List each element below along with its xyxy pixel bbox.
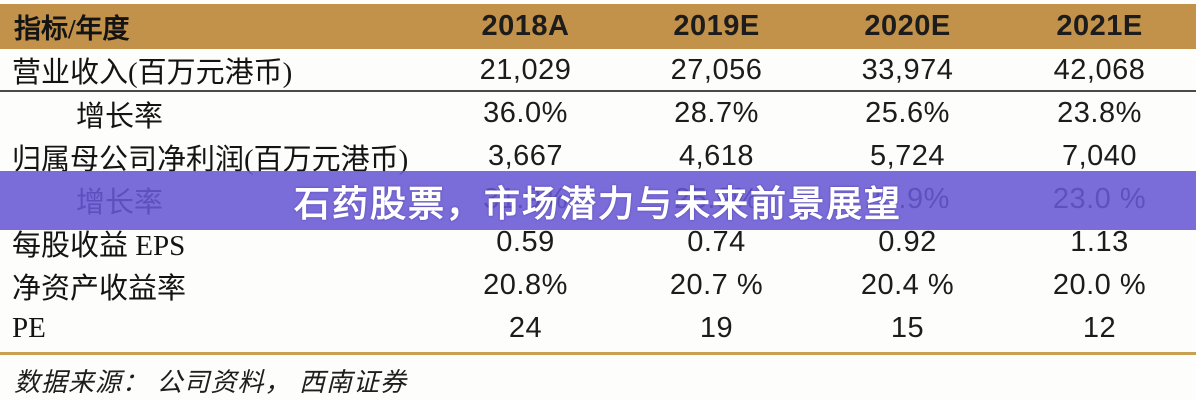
row-label: 净资产收益率 — [12, 272, 187, 305]
table-row-revenue: 营业收入(百万元港币) 21,029 27,056 33,974 42,068 — [0, 49, 1196, 92]
row-label: 营业收入(百万元港币) — [12, 57, 293, 89]
cell-value: 24 — [508, 312, 543, 344]
table-bottom-rule — [0, 352, 1196, 355]
cell-value: 15 — [890, 312, 925, 344]
table-row-net-profit: 归属母公司净利润(百万元港币) 3,667 4,618 5,724 7,040 — [0, 135, 1196, 178]
cell-value: 4,618 — [678, 140, 755, 172]
table-header-row: 指标/年度 2018A 2019E 2020E 2021E — [0, 4, 1196, 49]
cell-value: 21,029 — [479, 53, 572, 86]
cell-value: 0.74 — [687, 226, 746, 258]
data-source-note: 数据来源： 公司资料， 西南证券 — [14, 368, 408, 397]
cell-value: 12 — [1082, 312, 1117, 344]
cell-value: 20.4 % — [860, 269, 955, 301]
header-label-column: 指标/年度 — [14, 14, 130, 44]
table-row-roe: 净资产收益率 20.8% 20.7 % 20.4 % 20.0 % — [0, 264, 1196, 307]
cell-value: 0.59 — [496, 226, 555, 258]
cell-value: 25.6% — [865, 97, 950, 129]
cell-value: 28.7% — [674, 97, 759, 129]
cell-value: 42,068 — [1053, 53, 1146, 86]
headline-title: 石药股票，市场潜力与未来前景展望 — [293, 182, 902, 224]
row-label: 归属母公司净利润(百万元港币) — [12, 143, 409, 176]
header-year-2021e: 2021E — [1056, 10, 1143, 42]
row-label: PE — [12, 312, 46, 344]
header-year-2019e: 2019E — [673, 10, 760, 42]
cell-value: 3,667 — [487, 140, 564, 172]
cell-value: 20.8% — [483, 269, 568, 301]
table-row-pe: PE 24 19 15 12 — [0, 307, 1196, 350]
table-row-revenue-growth: 增长率 36.0% 28.7% 25.6% 23.8% — [0, 92, 1196, 135]
cell-value: 1.13 — [1070, 226, 1129, 258]
header-year-2018a: 2018A — [481, 10, 570, 42]
cell-value: 36.0% — [483, 97, 568, 129]
cell-value: 20.0 % — [1052, 269, 1147, 301]
cell-value: 33,974 — [861, 53, 954, 86]
table-row-eps: 每股收益 EPS 0.59 0.74 0.92 1.13 — [0, 221, 1196, 264]
cell-value: 19 — [699, 312, 734, 344]
cell-value: 27,056 — [670, 53, 763, 86]
cell-value: 20.7 % — [669, 269, 764, 301]
row-label: 增长率 — [76, 100, 164, 133]
cell-value: 23.8% — [1057, 97, 1142, 129]
headline-banner-overlay: 石药股票，市场潜力与未来前景展望 — [0, 171, 1196, 230]
row-label: 每股收益 EPS — [12, 229, 186, 262]
cell-value: 5,724 — [869, 140, 946, 172]
cell-value: 7,040 — [1061, 140, 1138, 172]
header-year-2020e: 2020E — [864, 10, 951, 42]
cell-value: 0.92 — [878, 226, 937, 258]
